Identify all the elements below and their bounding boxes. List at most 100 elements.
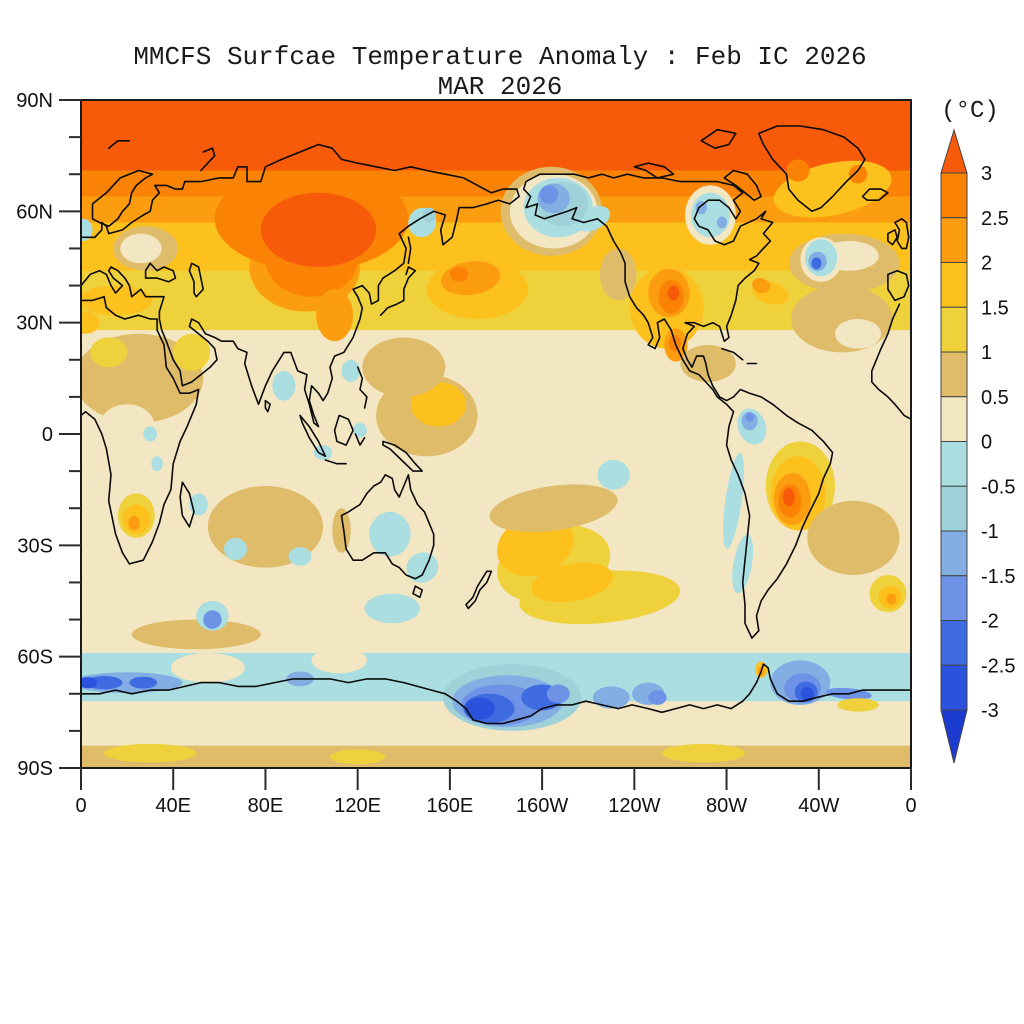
x-tick-label: 120W (608, 795, 660, 817)
anomaly-blob (240, 337, 273, 383)
anomaly-blob (151, 456, 163, 472)
anomaly-blob (807, 500, 900, 576)
x-tick-label: 40W (798, 795, 839, 817)
anomaly-blob (131, 619, 261, 650)
colorbar-tick-label: 1.5 (981, 297, 1009, 319)
colorbar-tick-label: 2 (981, 253, 992, 275)
colorbar-cell (940, 262, 968, 308)
x-tick-label: 160W (516, 795, 568, 817)
anomaly-blob (316, 289, 354, 342)
colorbar-tick-label: 2.5 (981, 208, 1009, 230)
colorbar-cell (940, 396, 968, 442)
anomaly-band (81, 745, 911, 768)
colorbar-tick-label: 1 (981, 342, 992, 364)
anomaly-blob (104, 743, 197, 763)
colorbar-cell (940, 620, 968, 666)
colorbar-cell (940, 575, 968, 621)
colorbar-tick-label: -1 (981, 521, 999, 543)
y-tick-label: 90S (17, 758, 53, 780)
colorbar-cell (940, 351, 968, 398)
anomaly-blob (128, 515, 140, 531)
colorbar-tick-label: -1.5 (981, 566, 1015, 588)
colorbar-tick-label: -0.5 (981, 476, 1015, 498)
coastline-iberia (887, 269, 910, 302)
colorbar-cell (940, 664, 968, 711)
y-tick-label: 30S (17, 535, 53, 557)
anomaly-blob (519, 400, 681, 468)
anomaly-blob (129, 676, 158, 689)
anomaly-blob (464, 697, 495, 720)
anomaly-blob (170, 652, 245, 683)
colorbar-tick-label: -2.5 (981, 655, 1015, 677)
anomaly-blob (410, 382, 467, 427)
x-tick-label: 120E (334, 795, 381, 817)
axes-layer: 0 40E 80E 120E 160E 160W 120W 80W 40W 0 90N 60N 30N 0… (16, 90, 916, 817)
colorbar-cell (940, 441, 968, 487)
anomaly-band (81, 100, 911, 171)
chart-title: MMCFS Surfcae Temperature Anomaly : Feb … (133, 42, 867, 72)
coastline-new-guinea (382, 440, 423, 472)
anomaly-blob (330, 749, 386, 765)
anomaly-blob (81, 677, 98, 689)
colorbar-cell (940, 306, 968, 353)
anomaly-field-layer (81, 100, 911, 768)
anomaly-blob (648, 690, 667, 705)
coastline-iceland (861, 188, 889, 201)
anomaly-blob (716, 216, 728, 229)
anomaly-blob (81, 311, 100, 334)
anomaly-blob (353, 422, 367, 438)
anomaly-blob (81, 285, 153, 316)
anomaly-blob (531, 562, 614, 603)
x-tick-label: 160E (427, 795, 474, 817)
coastline-ellesmere-island (700, 128, 737, 149)
anomaly-blob (81, 218, 93, 242)
anomaly-blob (449, 267, 469, 282)
colorbar-arrow-above-max (940, 128, 968, 174)
anomaly-blob (203, 610, 222, 629)
y-tick-label: 30N (16, 313, 53, 335)
coastline-nw-africa (871, 303, 911, 420)
coastline-svalbard (107, 140, 131, 149)
anomaly-blob (752, 277, 771, 294)
coastline-madagascar (179, 481, 195, 528)
coastline-black-sea (144, 262, 177, 283)
coastline-japan (379, 266, 417, 316)
coastline-antarctica (81, 663, 911, 725)
anomaly-blob (120, 233, 162, 264)
coastline-cuba (721, 347, 744, 361)
anomaly-blob (90, 337, 128, 368)
y-tick-label: 90N (16, 90, 53, 112)
anomaly-blob (288, 547, 312, 566)
anomaly-blob (272, 370, 296, 401)
anomaly-blob (113, 170, 151, 193)
anomaly-blob (362, 337, 446, 397)
anomaly-blob (341, 359, 360, 383)
coastline-java (324, 459, 347, 465)
anomaly-blob (173, 333, 211, 371)
anomaly-blob (369, 511, 411, 557)
coastline-baffin-island (723, 169, 762, 201)
coastline-americas (522, 173, 834, 639)
x-tick-label: 80W (706, 795, 747, 817)
colorbar-cell (940, 530, 968, 577)
anomaly-blob (662, 743, 745, 763)
coastline-borneo (333, 414, 354, 446)
anomaly-blob (592, 686, 630, 709)
coastline-sakhalin (407, 236, 412, 265)
anomaly-blob (786, 159, 810, 182)
y-tick-label: 60N (16, 201, 53, 223)
colorbar-arrow-below-min (940, 709, 968, 764)
y-tick-label: 60S (17, 647, 53, 669)
coastline-tasmania (412, 585, 423, 599)
anomaly-blob (99, 404, 155, 449)
coastline-new-zealand (465, 570, 493, 610)
anomaly-blob (782, 488, 795, 506)
coastline-scandinavia (91, 169, 154, 227)
colorbar-tick-label: -3 (981, 700, 999, 722)
anomaly-blob (332, 508, 351, 553)
x-tick-label: 0 (905, 795, 916, 817)
coastline-eurasia (81, 143, 520, 428)
anomaly-blob (837, 698, 879, 712)
anomaly-blob (260, 192, 377, 267)
anomaly-blob (745, 412, 754, 422)
